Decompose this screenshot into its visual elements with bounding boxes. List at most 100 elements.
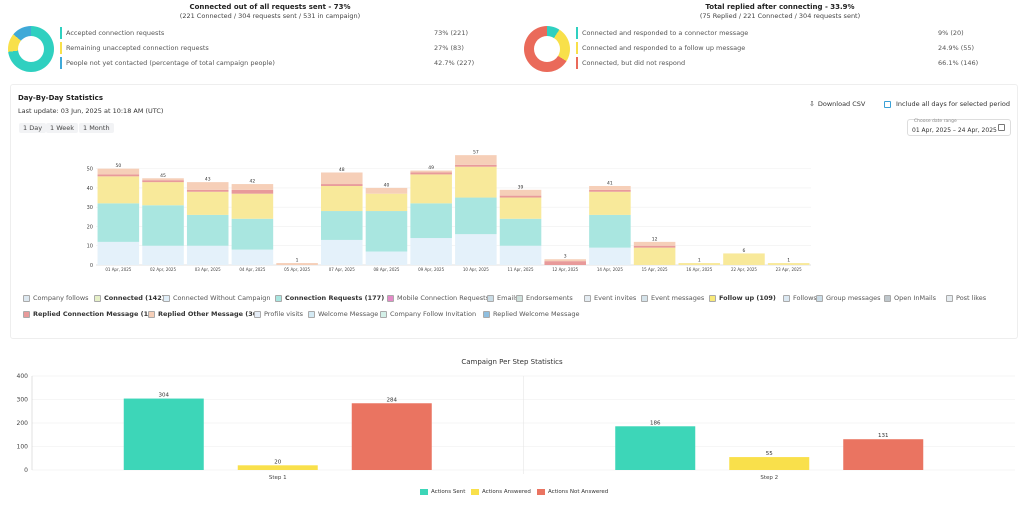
bar-segment — [276, 263, 318, 265]
legend-swatch — [641, 294, 648, 302]
legend-item[interactable]: Replied Connection Message (14) — [23, 310, 156, 318]
bar-segment — [455, 197, 497, 235]
legend-item[interactable]: Connected (142) — [94, 294, 165, 302]
bar-segment — [142, 205, 184, 246]
stat-value: 66.1% (146) — [938, 59, 979, 67]
bar-segment — [410, 170, 452, 173]
stat-label: People not yet contacted (percentage of … — [66, 59, 275, 67]
bar-total-label: 39 — [518, 184, 524, 190]
legend-label: Company Follow Invitation — [390, 310, 477, 318]
bar — [351, 403, 432, 470]
legend-swatch — [584, 294, 591, 302]
include-all-days-checkbox[interactable] — [884, 101, 891, 108]
download-csv-button[interactable]: ⇩ Download CSV — [809, 100, 865, 108]
y-tick-label: 400 — [17, 373, 29, 380]
bar-total-label: 48 — [339, 167, 345, 173]
legend-item[interactable]: Follows — [783, 294, 817, 302]
bar-segment — [97, 241, 140, 265]
stat-row-no-response: Connected, but did not respond 66.1% (14… — [576, 57, 1016, 69]
bar-segment — [455, 164, 497, 167]
bar-total-label: 1 — [698, 258, 701, 264]
legend-label: Mobile Connection Requests — [397, 294, 490, 302]
date-range-picker[interactable]: Choose date range 01 Apr, 2025 – 24 Apr,… — [907, 119, 1011, 136]
legend-swatch — [94, 294, 101, 302]
bar-segment — [589, 214, 631, 248]
bar-value-label: 131 — [878, 433, 889, 439]
legend-item[interactable]: Mobile Connection Requests — [387, 294, 489, 302]
legend-swatch — [483, 310, 490, 318]
bar-segment — [455, 166, 497, 198]
bar-total-label: 41 — [607, 180, 613, 186]
bar-segment — [589, 189, 631, 192]
bar-segment — [499, 197, 542, 219]
bar-total-label: 45 — [160, 173, 166, 179]
legend-label: Connected (142) — [104, 294, 165, 302]
bar-segment — [142, 245, 184, 265]
bar-segment — [410, 174, 452, 204]
bar-value-label: 20 — [274, 459, 281, 465]
legend-label: Replied Other Message (36) — [158, 310, 261, 318]
last-update-text: Last update: 03 Jun, 2025 at 10:18 AM (U… — [18, 107, 164, 115]
bar-segment — [410, 238, 452, 265]
legend-label: Actions Answered — [482, 489, 531, 495]
bar-segment — [455, 155, 497, 165]
stat-row-accepted: Accepted connection requests 73% (221) — [60, 27, 500, 39]
y-tick-label: 30 — [87, 205, 93, 211]
y-tick-label: 300 — [17, 397, 29, 404]
range-1-day-button[interactable]: 1 Day — [19, 123, 47, 133]
legend-item[interactable]: Connected Without Campaign — [163, 294, 271, 302]
date-range-label: Choose date range — [914, 119, 957, 124]
stat-value: 24.9% (55) — [938, 44, 975, 52]
legend-actions-sent: Actions Sent — [420, 489, 465, 495]
legend-item[interactable]: Replied Welcome Message — [483, 310, 579, 318]
legend-item[interactable]: Welcome Message — [308, 310, 378, 318]
stat-label: Connected and responded to a connector m… — [582, 29, 749, 37]
x-tick-label: 22 Apr, 2025 — [731, 267, 757, 272]
legend-item[interactable]: Replied Other Message (36) — [148, 310, 260, 318]
legend-swatch — [816, 294, 823, 302]
legend-swatch — [516, 294, 523, 302]
legend-label: Actions Sent — [431, 489, 466, 495]
bar-segment — [186, 245, 229, 265]
legend-item[interactable]: Company follows — [23, 294, 89, 302]
legend-label: Open InMails — [894, 294, 937, 302]
legend-item[interactable]: Profile visits — [254, 310, 303, 318]
day-by-day-title: Day-By-Day Statistics — [18, 94, 103, 102]
bar-total-label: 6 — [743, 248, 746, 254]
bar-segment — [589, 191, 631, 215]
bar — [843, 439, 924, 470]
bar-segment — [723, 253, 765, 265]
legend-actions-answered: Actions Answered — [471, 489, 531, 495]
legend-swatch — [420, 489, 428, 495]
x-tick-label: 03 Apr, 2025 — [195, 267, 221, 272]
replied-donut-chart — [524, 26, 570, 72]
bar-total-label: 40 — [384, 182, 390, 188]
bar-segment — [499, 189, 542, 196]
bar-value-label: 304 — [159, 393, 170, 399]
bar-segment — [97, 176, 140, 204]
legend-item[interactable]: Follow up (109) — [709, 294, 776, 302]
date-range-value: 01 Apr, 2025 – 24 Apr, 2025 — [912, 127, 997, 134]
legend-swatch — [537, 489, 545, 495]
bar-segment — [97, 168, 140, 175]
legend-item[interactable]: Post likes — [946, 294, 986, 302]
legend-item[interactable]: Endorsements — [516, 294, 573, 302]
download-icon: ⇩ — [809, 100, 815, 108]
legend-item[interactable]: Open InMails — [884, 294, 936, 302]
legend-swatch — [380, 310, 387, 318]
y-tick-label: 50 — [87, 167, 93, 173]
legend-item[interactable]: Connection Requests (177) — [275, 294, 384, 302]
legend-item[interactable]: Group messages — [816, 294, 880, 302]
bar — [123, 398, 204, 470]
legend-swatch — [471, 489, 479, 495]
legend-item[interactable]: Emails — [487, 294, 518, 302]
range-1-week-button[interactable]: 1 Week — [46, 123, 79, 133]
legend-item[interactable]: Event messages — [641, 294, 704, 302]
legend-swatch — [275, 294, 282, 302]
y-tick-label: 0 — [24, 467, 28, 474]
range-1-month-button[interactable]: 1 Month — [79, 123, 114, 133]
legend-item[interactable]: Company Follow Invitation — [380, 310, 476, 318]
legend-item[interactable]: Event invites — [584, 294, 636, 302]
legend-label: Post likes — [956, 294, 987, 302]
legend-swatch — [387, 294, 394, 302]
